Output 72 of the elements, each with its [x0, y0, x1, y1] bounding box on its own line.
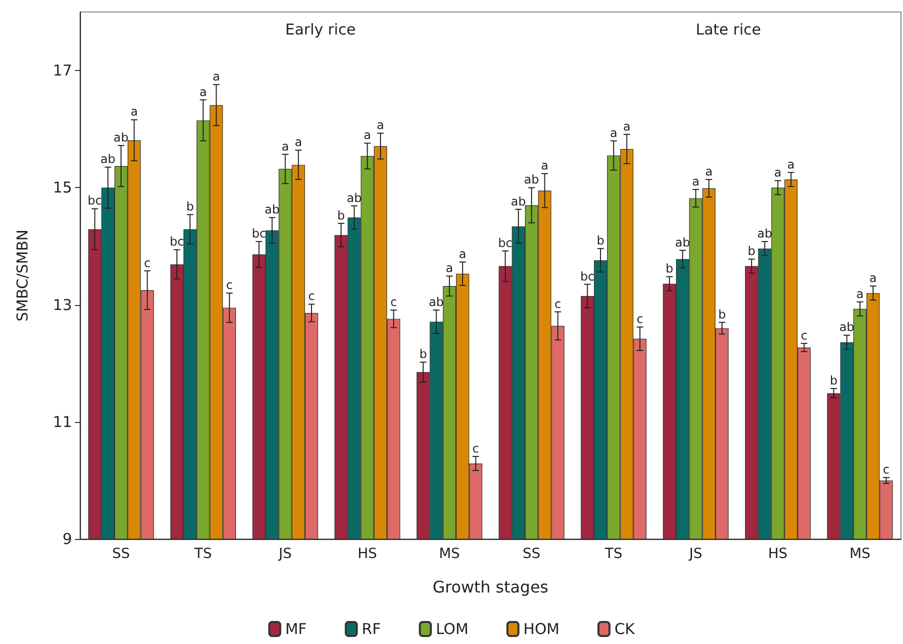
data-label: a: [364, 128, 372, 142]
legend-label: LOM: [436, 620, 468, 638]
data-label: b: [748, 244, 756, 258]
data-label: ab: [524, 172, 540, 187]
data-label: a: [869, 271, 877, 286]
x-axis-title: Growth stages: [432, 578, 548, 596]
data-label: ab: [839, 320, 854, 334]
data-label: a: [199, 84, 207, 99]
data-label: c: [800, 328, 808, 342]
x-tick-label: TS: [193, 546, 212, 562]
data-label: bc: [88, 194, 102, 208]
data-label: b: [186, 200, 194, 214]
data-label: b: [337, 208, 345, 222]
data-label: c: [882, 462, 890, 477]
data-label: c: [554, 296, 562, 311]
data-label: a: [623, 119, 630, 134]
data-label: bc: [498, 236, 512, 250]
legend-label: CK: [614, 620, 636, 638]
data-label: a: [787, 157, 795, 172]
data-label: c: [390, 295, 397, 310]
x-tick-label: HS: [768, 546, 788, 562]
data-label: bc: [252, 226, 266, 241]
data-label: b: [830, 374, 838, 388]
x-tick-label: SS: [522, 546, 541, 562]
data-label: a: [541, 158, 548, 173]
data-label: a: [856, 286, 864, 301]
data-label: a: [446, 261, 454, 276]
data-label: ab: [114, 130, 129, 145]
y-tick-label: 9: [62, 530, 72, 548]
legend-label: HOM: [523, 620, 560, 638]
y-tick-label: 11: [52, 412, 72, 431]
data-label: ab: [757, 226, 772, 241]
legend-label: RF: [362, 620, 381, 638]
data-label: a: [212, 70, 220, 84]
data-label: ab: [428, 295, 444, 310]
data-label: a: [458, 247, 466, 262]
data-label: a: [692, 174, 700, 188]
data-label: c: [226, 278, 233, 292]
data-label: a: [376, 118, 384, 132]
data-label: c: [308, 289, 315, 304]
x-tick-label: JS: [688, 546, 702, 562]
data-label: c: [636, 312, 644, 326]
data-label: c: [144, 256, 151, 270]
data-label: a: [130, 104, 138, 119]
y-tick-label: 13: [52, 296, 72, 314]
x-tick-label: TS: [604, 546, 622, 562]
annotation: Early rice: [285, 20, 356, 38]
annotation: Late rice: [696, 20, 761, 38]
legend-label: MF: [285, 620, 307, 638]
x-tick-label: JS: [278, 546, 292, 562]
x-tick-label: MS: [849, 546, 871, 562]
data-label: bc: [170, 234, 184, 249]
x-tick-label: SS: [112, 546, 130, 562]
data-label: ab: [100, 152, 116, 166]
x-tick-label: HS: [358, 546, 378, 562]
data-label: a: [705, 164, 713, 178]
y-axis-title: SMBC/SMBN: [14, 230, 32, 322]
data-label: b: [596, 234, 604, 248]
data-label: b: [666, 262, 674, 276]
data-label: b: [419, 347, 427, 362]
data-label: ab: [346, 190, 362, 205]
data-label: c: [472, 441, 480, 456]
data-label: ab: [510, 194, 526, 208]
data-label: a: [282, 139, 289, 154]
x-tick-label: MS: [438, 546, 460, 562]
y-tick-label: 17: [52, 62, 72, 80]
y-tick-label: 15: [52, 178, 72, 197]
data-label: a: [774, 166, 782, 180]
data-label: a: [294, 135, 302, 150]
data-label: bc: [580, 269, 594, 284]
data-label: b: [718, 307, 726, 322]
data-label: a: [610, 126, 618, 140]
